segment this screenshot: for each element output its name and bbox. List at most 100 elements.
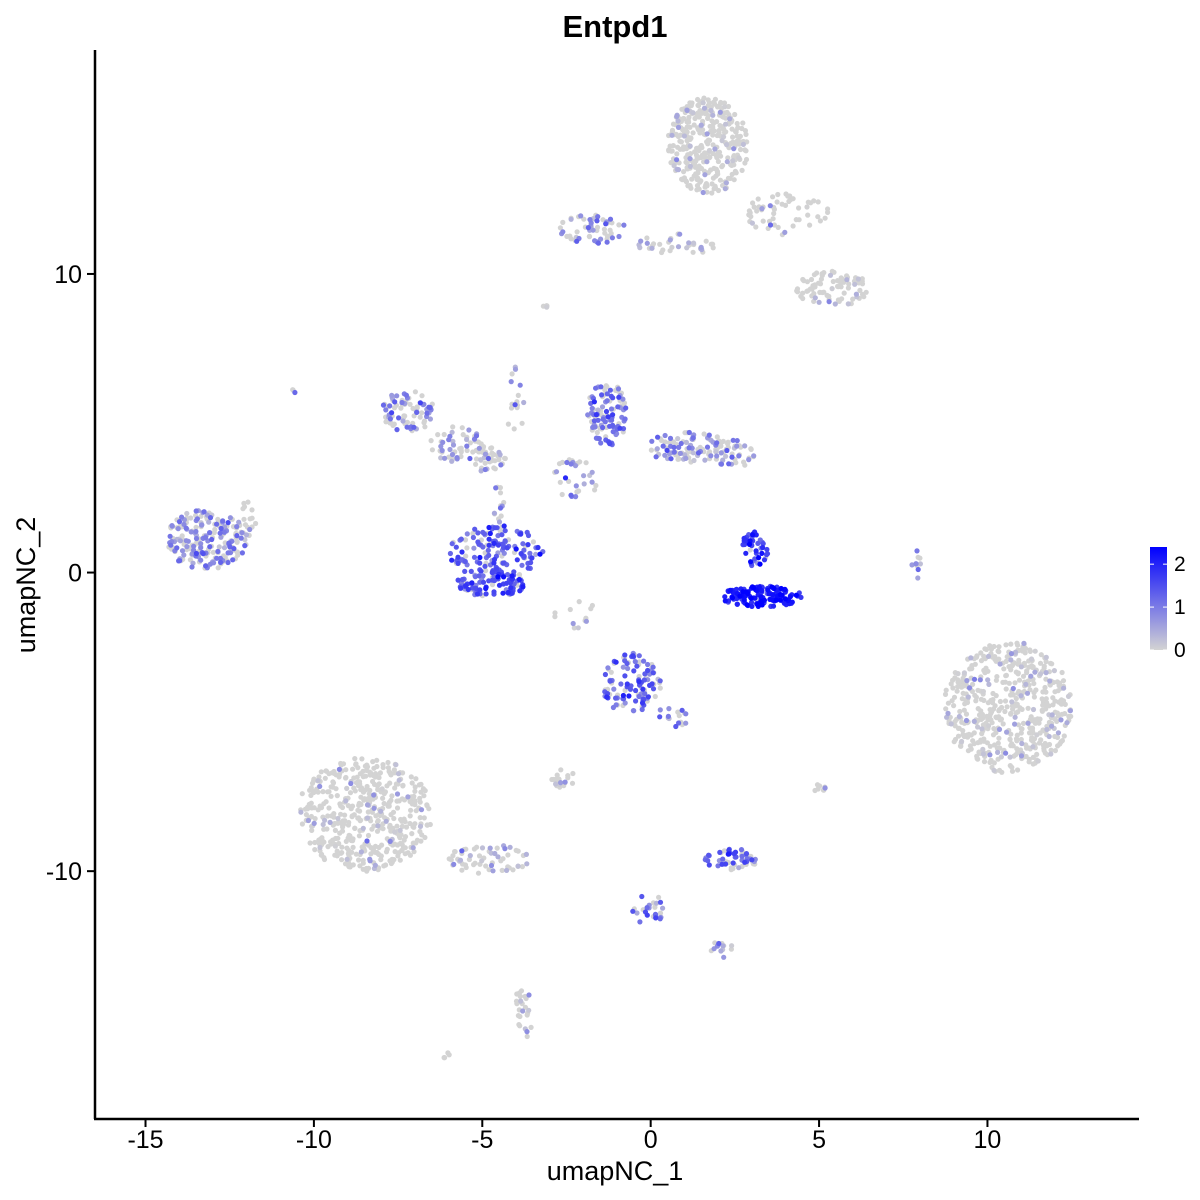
cell-point (644, 912, 650, 918)
cell-point (505, 852, 511, 858)
cell-point (371, 805, 377, 811)
cell-point (985, 668, 991, 674)
cell-point (657, 910, 664, 916)
cell-point (755, 540, 761, 547)
cell-point (1051, 668, 1057, 674)
cell-point (1048, 747, 1054, 753)
cell-point (1016, 677, 1023, 683)
cell-point (595, 214, 601, 220)
cell-point (976, 712, 983, 718)
cell-point (524, 861, 530, 867)
cell-point (593, 482, 599, 489)
cell-point (508, 379, 514, 385)
cell-point (1014, 640, 1020, 646)
cell-point (450, 424, 456, 430)
cell-point (447, 550, 453, 557)
cell-point (995, 648, 1001, 654)
cell-point (990, 690, 996, 697)
cell-point (480, 579, 487, 585)
cell-point (777, 597, 784, 603)
cell-point (380, 795, 386, 801)
cell-point (345, 851, 351, 857)
cell-point (976, 749, 982, 755)
cell-point (790, 223, 796, 229)
cell-point (743, 589, 749, 595)
cell-point (516, 572, 523, 578)
cell-point (495, 574, 501, 580)
cell-point (552, 610, 558, 616)
cell-point (669, 244, 675, 250)
y-axis-label: umapNC_2 (11, 517, 41, 654)
cell-point (749, 220, 756, 226)
legend-tick-label: 1 (1174, 596, 1186, 619)
cell-point (360, 774, 366, 780)
cell-point (948, 721, 954, 727)
cell-point (518, 988, 525, 994)
cell-point (1031, 690, 1037, 696)
cell-point (696, 148, 702, 154)
cell-point (1009, 699, 1015, 705)
cell-point (335, 835, 341, 841)
cell-point (424, 802, 430, 808)
x-axis-ticks: -15 -10 -5 0 5 10 (127, 1119, 1001, 1154)
cell-point (743, 148, 749, 154)
cell-point (600, 416, 606, 422)
cell-point (960, 683, 966, 689)
cell-point (723, 121, 729, 127)
cell-point (725, 851, 731, 857)
cell-point (499, 867, 505, 874)
cell-point (403, 824, 410, 830)
cell-point (704, 131, 710, 137)
cell-point (202, 534, 209, 541)
cell-point (965, 748, 972, 754)
cell-point (315, 778, 321, 784)
cell-point (589, 469, 595, 475)
cell-point (718, 461, 725, 467)
cell-point (987, 713, 993, 719)
cell-point (710, 132, 716, 138)
cell-point (778, 585, 784, 592)
cell-point (652, 904, 658, 910)
cell-point (590, 227, 596, 233)
cell-point (709, 190, 715, 196)
cell-point (364, 767, 370, 774)
cell-point (360, 789, 367, 795)
cell-point (218, 534, 224, 540)
cell-point (1018, 726, 1024, 732)
cell-point (1058, 717, 1064, 723)
cell-point (961, 733, 967, 740)
cell-point (857, 287, 863, 293)
cell-point (687, 163, 694, 169)
cell-point (241, 500, 247, 506)
cell-point (417, 400, 423, 406)
cell-point (603, 408, 610, 415)
x-tick-label: -15 (127, 1126, 163, 1154)
cell-point (634, 663, 640, 669)
cell-point (657, 678, 663, 684)
cell-point (475, 530, 481, 536)
cell-point (990, 732, 997, 738)
cell-point (193, 550, 199, 557)
cell-point (684, 245, 690, 251)
cell-point (583, 618, 590, 624)
cell-point (523, 995, 529, 1002)
cell-point (955, 725, 962, 732)
cell-point (601, 226, 608, 232)
cell-point (677, 146, 683, 152)
cell-point (835, 283, 841, 289)
cell-point (615, 386, 622, 392)
cell-point (607, 678, 613, 684)
cell-point (702, 457, 708, 463)
cell-point (645, 661, 651, 668)
cell-point (1059, 669, 1065, 676)
cell-point (742, 859, 748, 865)
y-tick-label: -10 (46, 858, 82, 886)
cell-point (553, 781, 559, 787)
cell-point (1019, 706, 1025, 713)
cell-point (683, 439, 690, 445)
cell-point (412, 784, 418, 790)
cell-point (1012, 649, 1019, 655)
cell-point (449, 541, 455, 547)
cell-point (913, 561, 919, 567)
cell-point (704, 444, 711, 450)
